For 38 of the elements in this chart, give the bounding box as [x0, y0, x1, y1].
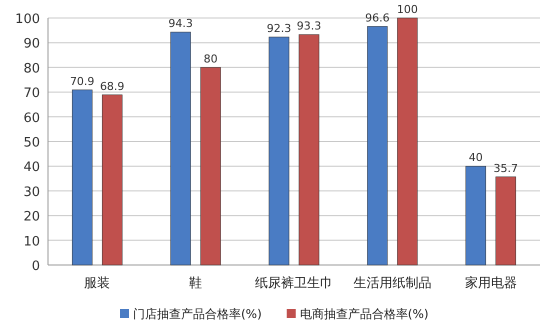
data-label: 92.3: [266, 22, 292, 36]
data-label: 35.7: [494, 162, 518, 175]
data-label: 93.3: [296, 20, 322, 33]
y-tick-label: 50: [23, 136, 40, 150]
y-tick-label: 80: [23, 61, 40, 76]
bar: [397, 18, 418, 266]
bar: [268, 36, 290, 266]
bar: [466, 166, 486, 266]
y-tick-label: 60: [23, 110, 40, 126]
x-tick-label: 家用电器: [464, 275, 517, 291]
data-label: 94.3: [168, 17, 193, 30]
data-label: 96.6: [365, 11, 390, 24]
bar: [496, 176, 516, 266]
y-tick-label: 100: [15, 12, 40, 27]
x-tick-label: 鞋: [189, 276, 202, 291]
bar: [367, 26, 388, 266]
legend-label: 电商抽查产品合格率(%): [300, 307, 429, 321]
data-label: 70.9: [70, 74, 94, 88]
y-tick-label: 90: [23, 36, 40, 52]
y-tick-label: 0: [32, 259, 40, 274]
bar: [72, 90, 92, 266]
x-tick-label: 服装: [84, 276, 110, 291]
bar: [102, 94, 122, 266]
x-tick-label: 纸尿裤卫生巾: [255, 276, 333, 291]
legend-label: 门店抽查产品合格率(%): [133, 307, 262, 321]
bar: [170, 32, 191, 266]
y-tick-label: 40: [23, 160, 40, 176]
y-tick-label: 70: [23, 86, 40, 102]
bar: [200, 67, 221, 266]
bar: [298, 34, 320, 266]
data-label: 80: [204, 52, 218, 66]
y-tick-label: 20: [23, 210, 40, 225]
x-tick-label: 生活用纸制品: [353, 276, 432, 291]
data-label: 100: [396, 3, 418, 16]
data-label: 40: [468, 151, 483, 164]
y-tick-label: 10: [23, 234, 40, 250]
y-tick-label: 30: [23, 184, 40, 200]
data-label: 68.9: [100, 80, 124, 93]
